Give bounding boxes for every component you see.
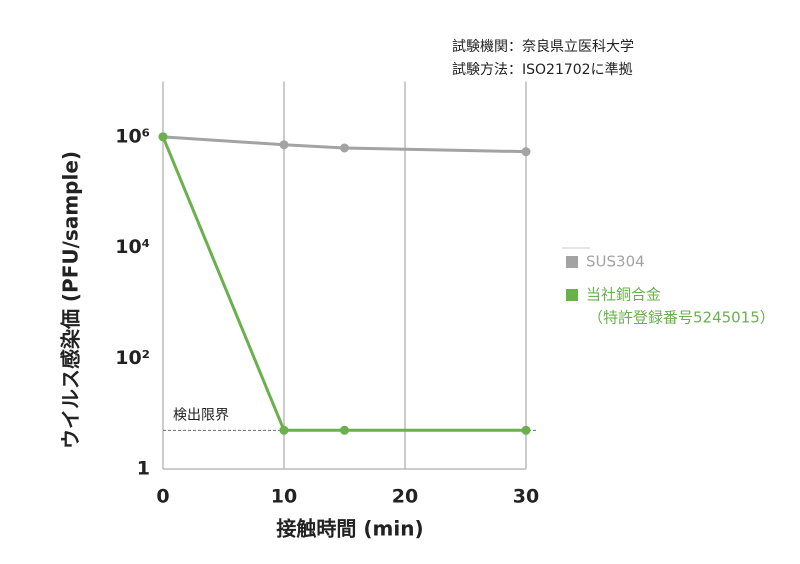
y-tick-label: 10⁴ [115, 236, 150, 258]
x-tick-label: 0 [156, 486, 169, 508]
point [279, 140, 289, 150]
point [158, 132, 168, 142]
annotation: 検出限界 [173, 407, 229, 423]
x-tick-label: 20 [392, 486, 418, 508]
point [340, 143, 349, 153]
y-tick-label: 10⁶ [115, 125, 150, 147]
legend-swatch [566, 289, 578, 301]
note: 試験機関：奈良県立医科大学 [452, 39, 634, 55]
legend-swatch [566, 256, 578, 268]
legend-note: （特許登録番号5245015） [588, 309, 775, 327]
legend-label: 当社銅合金 [586, 286, 661, 304]
x-axis-label: 接触時間 (min) [276, 517, 423, 541]
series-line [161, 136, 526, 432]
point [279, 425, 289, 435]
point [521, 147, 531, 157]
y-tick-label: 10² [115, 347, 150, 369]
x-tick-label: 10 [271, 486, 297, 508]
point [521, 425, 531, 435]
y-tick-label: 1 [137, 458, 150, 480]
point [340, 425, 349, 435]
note: 試験方法：ISO21702に準拠 [452, 62, 633, 78]
y-axis-label: ウイルス感染価 (PFU/sample) [59, 151, 83, 449]
series-line [162, 135, 527, 154]
legend-label: SUS304 [586, 253, 645, 271]
x-tick-label: 30 [513, 486, 539, 508]
